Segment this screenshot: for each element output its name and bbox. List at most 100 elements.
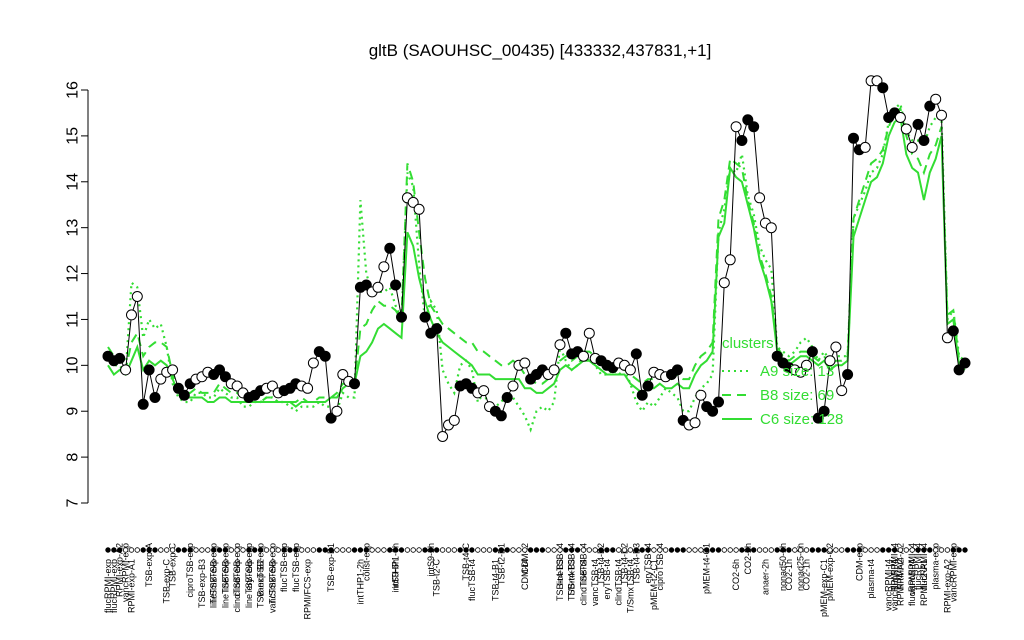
x-tick-label-top: T/SmxTSB-exp [209,543,219,604]
strip-dot [533,547,540,553]
strip-dot [909,547,915,553]
strip-dot [551,547,557,553]
x-tick-label-top: flucRPMI-t4 [919,543,929,590]
x-tick-label-top: lineTSB-t4 [555,543,565,585]
data-point [707,405,719,417]
data-point [437,431,449,442]
strip-dot [692,547,698,553]
data-point [131,291,143,302]
strip-dot [140,547,146,553]
x-tick-label-top: ciproTSB-t4 [655,543,665,591]
strip-dot [486,547,493,553]
strip-dot [897,547,904,553]
data-point [836,385,848,397]
data-point [830,341,842,353]
data-point [730,121,742,133]
strip-dot [310,547,317,553]
y-tick-label: 16 [65,81,82,99]
strip-dot [122,547,129,553]
strip-dot [739,547,745,553]
data-point [877,82,889,94]
y-tick-label: 7 [65,498,82,507]
strip-dot [827,547,833,553]
data-point [824,355,836,367]
data-point [818,405,830,417]
strip-dot [128,547,135,553]
strip-dot [727,547,733,553]
strip-dot [428,547,434,553]
strip-dot [927,547,933,553]
strip-dot [915,547,921,553]
strip-dot [657,547,663,553]
strip-dot [346,547,352,553]
strip-dot [956,547,962,553]
x-tick-label-top: ciproTSB-exp [185,543,195,598]
x-tick-label-bottom: TSB-exp-B2 [256,559,266,608]
strip-dot [833,547,839,553]
legend-label: B8 size: 69 [760,387,834,404]
chart-title: gltB (SAOUHSC_00435) [433332,437831,+1] [369,41,712,60]
strip-dot [492,547,499,553]
x-tick-label-bottom: TSB-t4-B3 [555,559,565,601]
strip-dot [158,547,164,553]
strip-dot [457,547,463,553]
strip-dot [281,547,287,553]
x-tick-label-top: TSB-exp-A [144,543,154,587]
strip-dot [698,547,704,553]
data-point [507,380,519,392]
strip-dot [780,547,786,553]
data-point [718,277,730,289]
strip-dot [116,547,123,553]
data-point [695,389,707,401]
data-point [407,196,419,208]
data-point [137,398,149,410]
x-tick-label-top: eryTSB-exp [244,543,254,591]
x-tick-label-top: TSB-t4-B2 [596,543,606,585]
data-point [548,364,560,376]
strip-dot [856,547,862,553]
strip-dot [398,547,405,553]
strip-dot [199,547,205,553]
strip-dot [756,547,763,553]
strip-dot [803,547,810,553]
x-tick-label-top: flucRPMI-t4 [913,543,923,590]
strip-dot [475,547,481,553]
strip-dot [504,547,510,553]
strip-dot [187,547,193,553]
strip-dot [574,547,581,553]
strip-dot [821,547,827,553]
x-tick-label-top: T/SmxTSB-exp [267,543,277,604]
data-point [959,357,971,369]
data-point [765,222,777,234]
y-tick-label: 12 [65,265,82,283]
strip-dot [933,547,939,553]
strip-dot [563,547,569,553]
x-tick-label-bottom: TSB-exp-C [162,559,172,604]
strip-dot [862,547,868,553]
strip-dot [768,547,774,553]
strip-dot [815,547,821,553]
x-tick-label-bottom: vancTSB-exp [267,559,277,613]
x-tick-label-top: TSB-t4-C [461,543,471,581]
strip-dot [886,547,892,553]
x-tick-label-bottom: pMEM-t2-C1 [649,559,659,610]
data-point [930,93,942,105]
y-tick-label: 10 [65,356,82,374]
x-tick-label-top: flucRPMI-t4 [890,543,900,590]
data-point [924,100,936,112]
strip-dot [134,547,140,553]
strip-dot [715,547,722,553]
strip-dot [686,547,692,553]
data-point [495,410,507,422]
x-tick-label-top: TSB-t4-B3 [631,543,641,585]
x-tick-label-bottom: vancRPMI-t4 [890,559,900,611]
strip-dot [216,547,223,553]
x-tick-label-bottom: intTHP1-2h [355,559,365,605]
data-point [155,373,167,385]
strip-dot [598,547,604,553]
strip-dot [539,547,546,553]
data-point [413,203,425,215]
x-tick-label-top: intS9-2h [426,543,436,577]
data-point [519,357,531,369]
y-tick-label: 9 [65,407,82,416]
